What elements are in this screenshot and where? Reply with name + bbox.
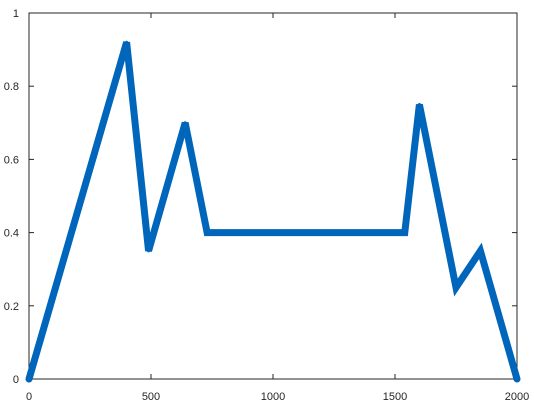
y-tick-label: 0.8 xyxy=(4,81,19,93)
data-point xyxy=(125,40,129,44)
series-line xyxy=(25,41,521,383)
y-tick-label: 0.6 xyxy=(4,154,19,166)
x-tick-label: 1500 xyxy=(383,391,407,403)
data-point xyxy=(417,103,421,106)
x-tick-label: 0 xyxy=(26,391,32,403)
y-tick-label: 0.4 xyxy=(4,228,19,240)
x-axis-ticks: 0 500 1000 1500 2000 xyxy=(26,13,529,403)
data-point xyxy=(515,377,519,381)
x-tick-label: 2000 xyxy=(505,391,529,403)
data-point xyxy=(27,377,31,381)
y-tick-label: 0 xyxy=(13,374,19,386)
data-points xyxy=(27,40,519,381)
data-point xyxy=(454,286,458,289)
data-point xyxy=(478,249,482,253)
x-tick-label: 500 xyxy=(142,391,160,403)
y-axis-ticks: 0 0.2 0.4 0.6 0.8 1 xyxy=(4,8,517,386)
y-tick-label: 0.2 xyxy=(4,301,19,313)
data-point xyxy=(183,121,187,125)
x-tick-label: 1000 xyxy=(261,391,285,403)
plot-area xyxy=(28,12,518,380)
data-point xyxy=(147,249,151,253)
data-point xyxy=(403,231,407,235)
y-tick-label: 1 xyxy=(13,8,19,20)
data-point xyxy=(205,231,209,235)
